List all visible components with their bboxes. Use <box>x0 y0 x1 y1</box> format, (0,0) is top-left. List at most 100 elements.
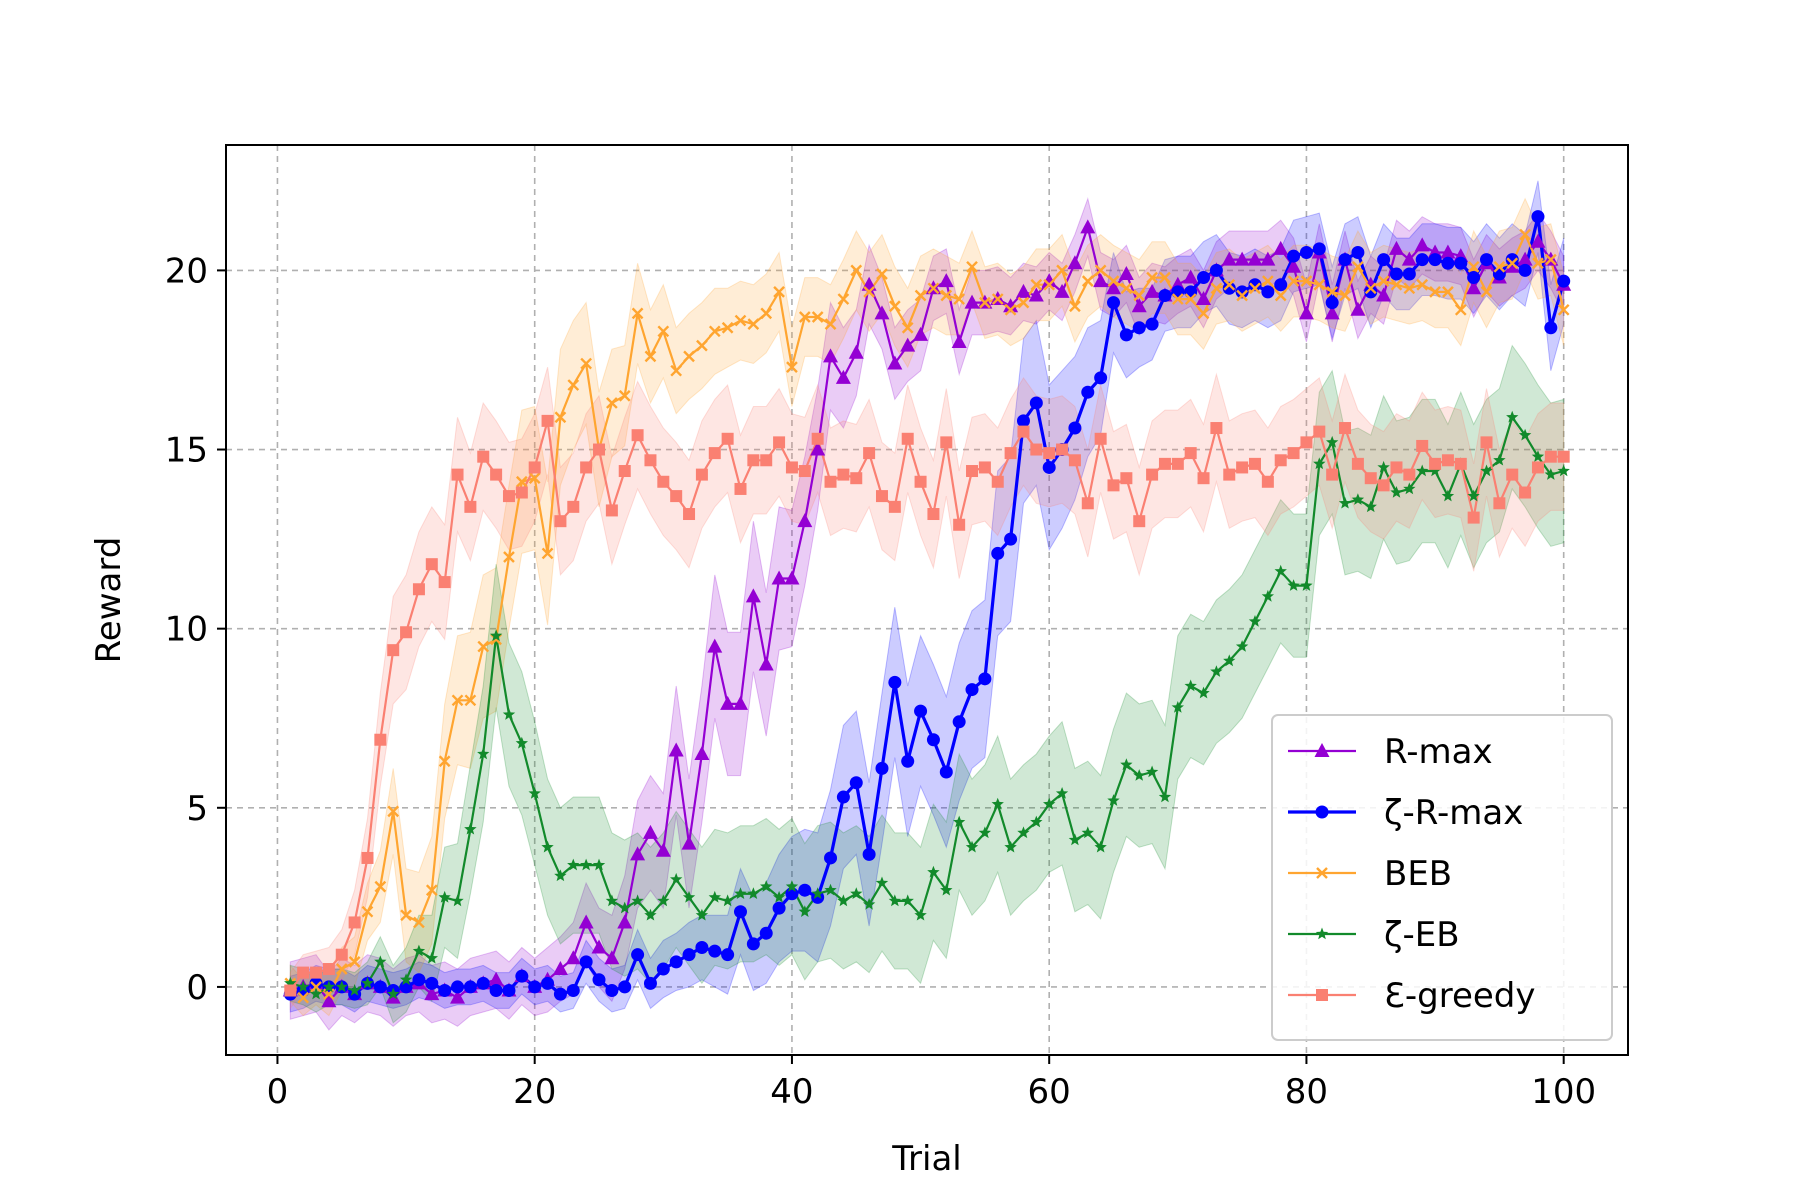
point-series-4 <box>322 963 335 976</box>
point-series-3 <box>1171 701 1184 713</box>
point-series-3 <box>1351 493 1365 505</box>
point-series-3 <box>785 880 799 892</box>
point-series-1 <box>1119 328 1133 342</box>
point-series-3 <box>1518 428 1532 441</box>
point-series-3 <box>811 887 824 899</box>
point-series-4 <box>1506 468 1519 481</box>
point-series-0 <box>1041 273 1057 288</box>
point-series-0 <box>797 513 813 528</box>
point-series-3 <box>592 858 606 871</box>
point-series-2 <box>1184 293 1197 305</box>
point-series-3 <box>914 908 927 921</box>
point-series-4 <box>850 472 863 485</box>
point-series-3 <box>991 797 1004 810</box>
point-series-4 <box>1326 468 1339 481</box>
point-series-2 <box>644 350 657 363</box>
point-series-0 <box>681 835 697 850</box>
point-series-1 <box>1171 285 1185 299</box>
point-series-0 <box>823 348 839 363</box>
point-series-4 <box>1544 450 1557 463</box>
point-series-0 <box>1298 305 1314 320</box>
point-series-1 <box>553 987 567 1001</box>
point-series-4 <box>901 432 914 445</box>
point-series-4 <box>940 436 953 449</box>
point-series-0 <box>1234 251 1250 266</box>
point-series-4 <box>670 490 683 503</box>
point-series-1 <box>914 704 928 718</box>
point-series-4 <box>760 454 773 467</box>
point-series-4 <box>1364 472 1377 485</box>
point-series-1 <box>939 765 953 779</box>
point-series-2 <box>1236 289 1248 302</box>
point-series-2 <box>348 956 361 968</box>
point-series-0 <box>1067 255 1083 270</box>
point-series-1 <box>1158 288 1172 302</box>
point-series-3 <box>1557 464 1570 477</box>
point-series-3 <box>1441 489 1455 502</box>
point-series-3 <box>670 872 683 885</box>
legend-marker <box>1316 867 1328 879</box>
point-series-0 <box>642 824 658 839</box>
point-series-0 <box>745 588 761 603</box>
point-series-3 <box>335 980 348 993</box>
point-series-1 <box>1454 256 1468 270</box>
point-series-2 <box>1223 278 1236 291</box>
point-series-4 <box>1043 447 1056 460</box>
point-series-1 <box>798 883 812 897</box>
point-series-0 <box>1106 280 1122 295</box>
point-series-3 <box>1390 486 1403 498</box>
point-series-3 <box>747 887 760 899</box>
point-series-0 <box>488 971 504 986</box>
point-series-4 <box>644 454 657 467</box>
point-series-3 <box>1531 450 1545 462</box>
point-series-4 <box>1210 422 1223 435</box>
point-series-4 <box>451 468 464 481</box>
point-series-2 <box>657 325 670 338</box>
point-series-2 <box>438 755 451 768</box>
point-series-1 <box>1505 253 1519 267</box>
point-series-2 <box>606 397 618 409</box>
point-series-2 <box>1107 275 1120 287</box>
point-series-2 <box>1377 275 1390 287</box>
y-axis-label: Reward <box>89 537 129 664</box>
point-series-2 <box>1480 286 1493 298</box>
point-series-1 <box>772 901 786 915</box>
point-series-1 <box>849 776 863 790</box>
point-series-1 <box>541 976 555 990</box>
point-series-3 <box>489 629 503 642</box>
point-series-0 <box>1440 244 1456 259</box>
point-series-1 <box>1287 249 1301 263</box>
point-series-2 <box>1197 307 1210 320</box>
point-series-2 <box>374 880 387 893</box>
point-series-3 <box>438 890 451 903</box>
point-series-2 <box>1146 271 1158 284</box>
point-series-4 <box>785 461 798 474</box>
point-series-1 <box>1081 385 1095 399</box>
point-series-3 <box>528 787 541 799</box>
point-series-3 <box>760 880 773 892</box>
point-series-1 <box>1518 263 1532 277</box>
point-series-2 <box>631 307 644 320</box>
point-series-2 <box>914 289 927 302</box>
point-series-2 <box>966 260 978 273</box>
point-series-2 <box>1043 278 1056 291</box>
point-series-4 <box>1223 468 1236 481</box>
point-series-4 <box>1390 461 1403 474</box>
point-series-4 <box>824 475 837 488</box>
point-series-3 <box>1184 679 1197 692</box>
point-series-4 <box>1480 436 1493 449</box>
point-series-4 <box>773 436 786 449</box>
point-series-1 <box>1428 253 1442 267</box>
band-series-0 <box>289 196 1565 1031</box>
point-series-2 <box>297 991 310 1004</box>
point-series-1 <box>412 973 426 987</box>
point-series-4 <box>1313 425 1326 438</box>
point-series-3 <box>1120 758 1133 771</box>
point-series-4 <box>400 626 413 639</box>
point-series-2 <box>1069 300 1081 313</box>
point-series-4 <box>567 500 580 513</box>
point-series-3 <box>387 987 400 1000</box>
point-series-2 <box>477 640 490 653</box>
point-series-1 <box>733 905 747 919</box>
point-series-3 <box>515 736 528 749</box>
